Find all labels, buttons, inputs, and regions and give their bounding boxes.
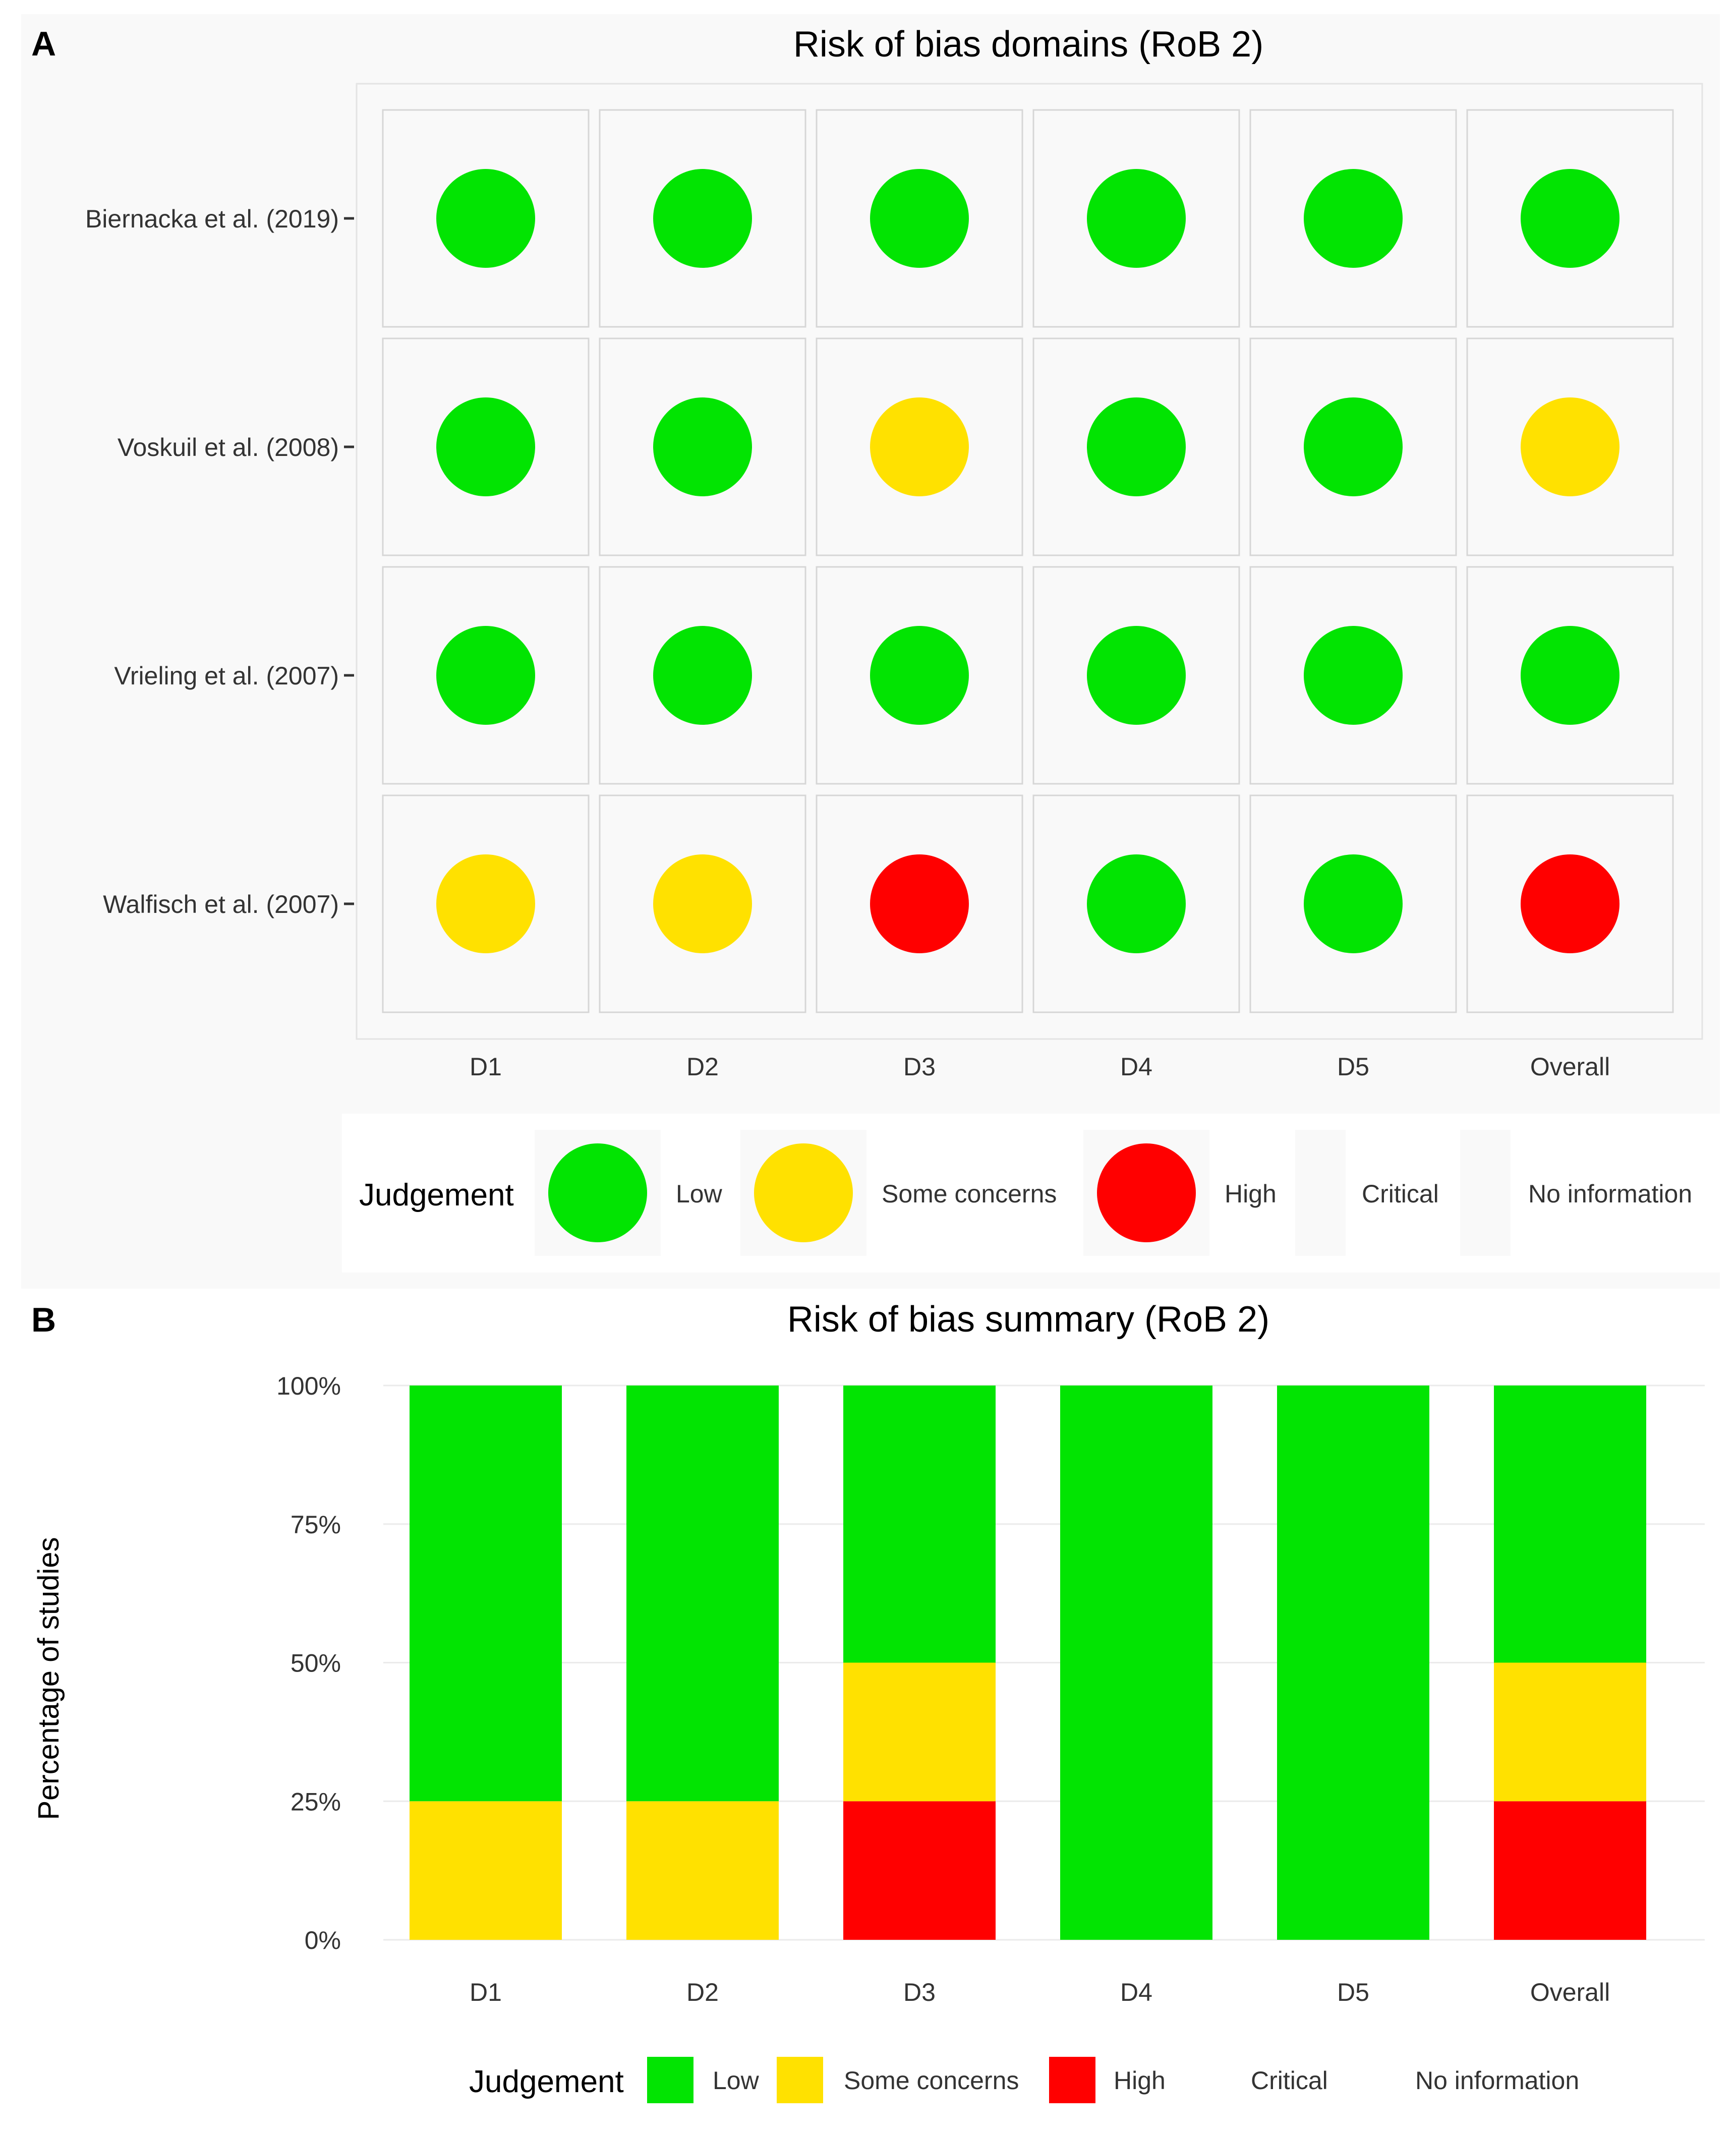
judgement-dot-low (1304, 397, 1403, 496)
legend-label: Low (713, 2066, 760, 2095)
panel-b-gridlines (383, 1384, 1705, 1941)
domain-label: D2 (686, 1053, 719, 1081)
panel-a-title: Risk of bias domains (RoB 2) (793, 24, 1263, 65)
panel-b-summary-plot: B Risk of bias summary (RoB 2) Percentag… (31, 1299, 1705, 2103)
judgement-dot-low (1521, 169, 1619, 268)
bar-segment-some-concerns (410, 1801, 562, 1940)
y-tick-label: 50% (291, 1649, 341, 1678)
judgement-dot-low (436, 169, 535, 268)
judgement-dot-high (1521, 854, 1619, 953)
legend-label: Some concerns (844, 2066, 1019, 2095)
domain-label: Overall (1530, 1053, 1610, 1081)
judgement-dot-low (653, 626, 752, 725)
legend-key-box (1295, 1130, 1346, 1256)
legend-label: High (1225, 1180, 1277, 1208)
judgement-dot-low (870, 169, 969, 268)
y-tick-label: 0% (305, 1926, 341, 1954)
judgement-dot-low (870, 626, 969, 725)
bar-segment-some-concerns (843, 1662, 996, 1802)
judgement-dot-low (653, 169, 752, 268)
bar-segment-low (1494, 1386, 1646, 1663)
bar-segment-low (410, 1386, 562, 1802)
judgement-dot-low (1087, 854, 1186, 953)
panel-b-label: B (31, 1301, 56, 1339)
judgement-dot-low (1304, 854, 1403, 953)
judgement-dot-low (1304, 626, 1403, 725)
panel-b-title: Risk of bias summary (RoB 2) (787, 1299, 1269, 1340)
panel-b-legend-title: Judgement (469, 2064, 624, 2099)
judgement-dot-some-concerns (870, 397, 969, 496)
bar-segment-low (1060, 1386, 1212, 1940)
bar-segment-some-concerns (1494, 1662, 1646, 1802)
legend-label: Some concerns (882, 1180, 1057, 1208)
panel-b-legend: Judgement Low Some concerns High Critical No… (469, 2057, 1579, 2103)
legend-dot-low (548, 1143, 647, 1242)
judgement-dot-some-concerns (1521, 397, 1619, 496)
legend-label: Critical (1251, 2066, 1328, 2095)
domain-label: D5 (1337, 1053, 1369, 1081)
legend-label: High (1114, 2066, 1166, 2095)
study-label: Walfisch et al. (2007) (103, 890, 339, 918)
y-tick-label: 100% (276, 1372, 341, 1400)
bar-segment-low (1277, 1386, 1429, 1940)
legend-swatch-low (647, 2057, 693, 2103)
legend-label: No information (1528, 1180, 1692, 1208)
legend-label: Critical (1362, 1180, 1439, 1208)
panel-a-legend-title: Judgement (359, 1178, 514, 1213)
y-tick-label: 75% (291, 1511, 341, 1539)
grid-tile (1249, 109, 1457, 328)
judgement-dot-low (436, 397, 535, 496)
legend-swatch-high (1049, 2057, 1095, 2103)
x-tick-label: D2 (686, 1978, 719, 2006)
panel-a-label: A (31, 25, 56, 63)
legend-dot-some-concerns (754, 1143, 853, 1242)
judgement-dot-low (653, 397, 752, 496)
judgement-dot-low (1087, 626, 1186, 725)
judgement-dot-low (1087, 397, 1186, 496)
judgement-dot-some-concerns (436, 854, 535, 953)
grid-tile (1249, 566, 1457, 785)
judgement-dot-low (436, 626, 535, 725)
bar-segment-low (626, 1386, 779, 1802)
x-tick-label: D1 (470, 1978, 502, 2006)
legend-label: No information (1415, 2066, 1579, 2095)
traffic-light-grid (382, 109, 1674, 1013)
y-tick-label: 25% (291, 1787, 341, 1816)
bar-segment-high (843, 1801, 996, 1940)
domain-label: D3 (903, 1053, 936, 1081)
domain-label: D1 (470, 1053, 502, 1081)
panel-b-x-ticks: D1 D2 D3 D4 D5 Overall (470, 1978, 1610, 2006)
x-tick-label: D3 (903, 1978, 936, 2006)
domain-label: D4 (1120, 1053, 1152, 1081)
judgement-dot-low (1521, 626, 1619, 725)
bar-segment-low (843, 1386, 996, 1663)
study-labels: Biernacka et al. (2019) Voskuil et al. (2… (85, 205, 354, 918)
judgement-dot-low (1304, 169, 1403, 268)
x-tick-label: D4 (1120, 1978, 1152, 2006)
study-label: Voskuil et al. (2008) (118, 433, 339, 461)
domain-labels: D1 D2 D3 D4 D5 Overall (470, 1053, 1610, 1081)
bar-segment-high (1494, 1801, 1646, 1940)
legend-dot-high (1097, 1143, 1196, 1242)
panel-b-y-ticks: 0% 25% 50% 75% 100% (276, 1372, 341, 1954)
x-tick-label: D5 (1337, 1978, 1369, 2006)
legend-swatch-some-concerns (777, 2057, 823, 2103)
panel-a-traffic-light-plot: A Risk of bias domains (RoB 2) Biernacka… (21, 14, 1720, 1289)
legend-key-box (1460, 1130, 1511, 1256)
study-label: Biernacka et al. (2019) (85, 205, 339, 233)
panel-b-bars (410, 1386, 1646, 1940)
bar-segment-some-concerns (626, 1801, 779, 1940)
legend-label: Low (676, 1180, 723, 1208)
x-tick-label: Overall (1530, 1978, 1610, 2006)
panel-a-legend: Judgement Low Some concerns High Critical No… (342, 1114, 1720, 1273)
judgement-dot-some-concerns (653, 854, 752, 953)
panel-b-y-axis-label: Percentage of studies (32, 1537, 65, 1820)
study-label: Vrieling et al. (2007) (114, 662, 339, 690)
judgement-dot-high (870, 854, 969, 953)
judgement-dot-low (1087, 169, 1186, 268)
